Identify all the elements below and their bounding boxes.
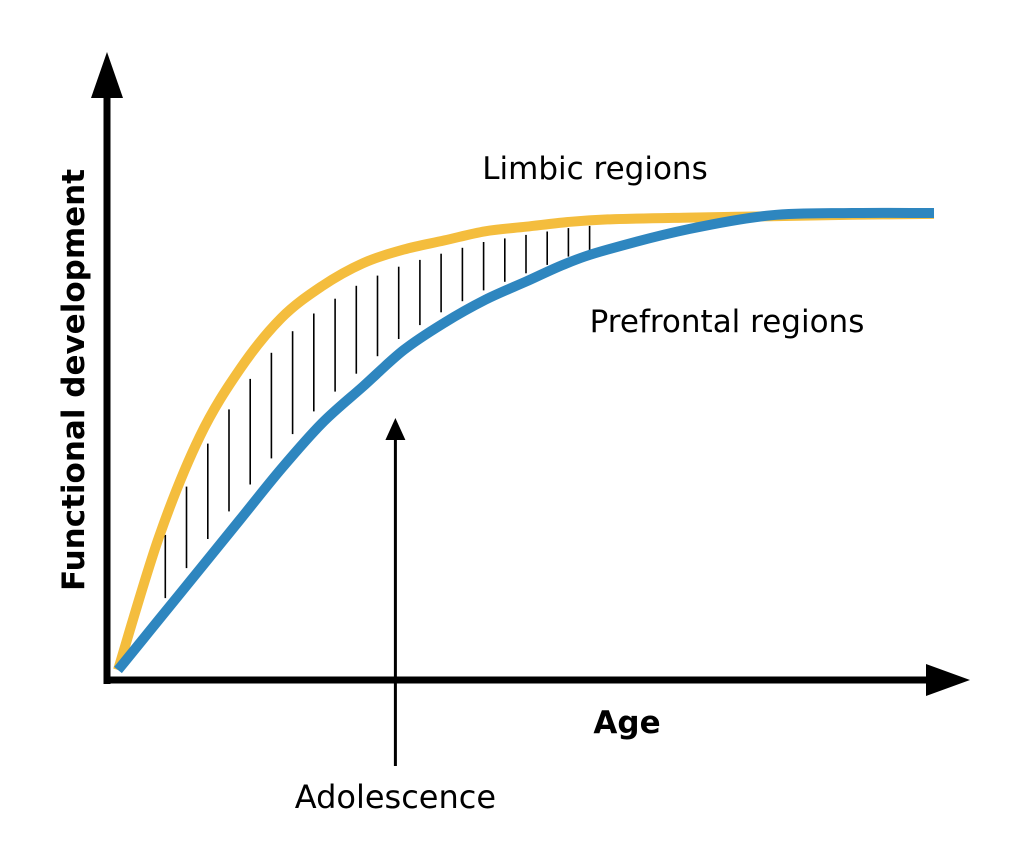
series-lines (113, 207, 935, 674)
annotation-arrow-up-icon (385, 418, 406, 440)
y-axis-label: Functional development (56, 169, 92, 591)
series-line-prefrontal (114, 207, 935, 674)
x-axis-arrow-icon (926, 664, 970, 696)
x-axis-label: Age (593, 705, 660, 741)
series-label-limbic: Limbic regions (482, 151, 707, 187)
adolescence-annotation: Adolescence (295, 418, 496, 816)
hatch-lines (164, 225, 591, 599)
y-axis-arrow-icon (91, 52, 123, 98)
annotation-label-adolescence: Adolescence (295, 778, 496, 816)
series-label-prefrontal: Prefrontal regions (590, 304, 865, 340)
axes (91, 52, 970, 696)
plot-area (113, 207, 935, 674)
